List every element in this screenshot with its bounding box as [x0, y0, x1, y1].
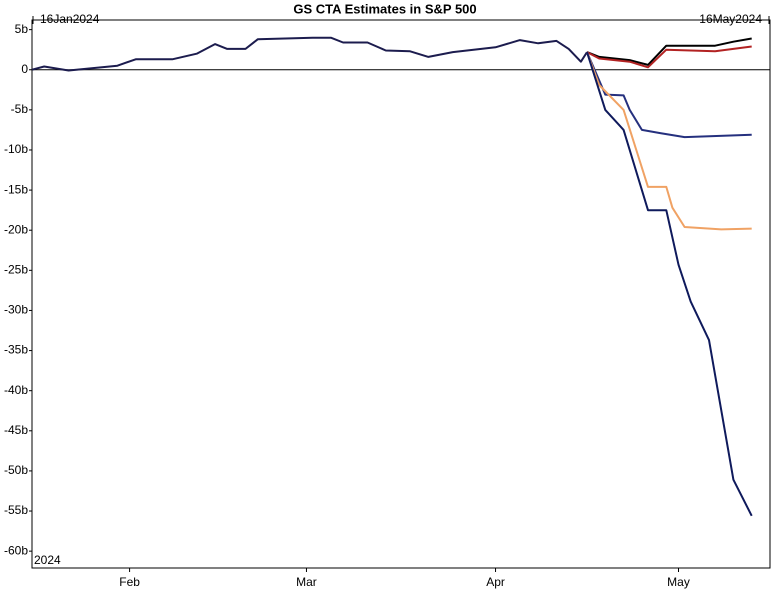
y-tick-label: -20b: [4, 222, 28, 236]
y-tick-label: 5b: [15, 22, 29, 36]
chart-title: GS CTA Estimates in S&P 500: [293, 1, 476, 16]
end-label: 16May2024: [699, 12, 762, 26]
series-line: [586, 51, 753, 517]
y-tick-label: -35b: [4, 343, 28, 357]
plot-frame: [31, 19, 771, 569]
x-tick-label: Apr: [486, 575, 505, 589]
series-line: [586, 51, 752, 231]
series-line: [586, 51, 752, 139]
y-tick-label: 0: [21, 62, 28, 76]
series-line: [31, 36, 588, 72]
y-tick-label: -55b: [4, 503, 28, 517]
start-label: 16Jan2024: [40, 12, 100, 26]
y-tick-label: -25b: [4, 263, 28, 277]
y-tick-label: -40b: [4, 383, 28, 397]
year-label: 2024: [34, 553, 61, 567]
series-line: [586, 37, 752, 66]
x-tick-label: Mar: [296, 575, 317, 589]
y-tick-label: -45b: [4, 423, 28, 437]
y-tick-label: -5b: [11, 102, 29, 116]
x-tick-label: May: [667, 575, 690, 589]
y-tick-label: -30b: [4, 303, 28, 317]
y-tick-label: -10b: [4, 142, 28, 156]
y-tick-label: -50b: [4, 463, 28, 477]
y-tick-label: -15b: [4, 182, 28, 196]
series-line: [586, 45, 752, 69]
x-tick-label: Feb: [119, 575, 140, 589]
y-tick-label: -60b: [4, 543, 28, 557]
